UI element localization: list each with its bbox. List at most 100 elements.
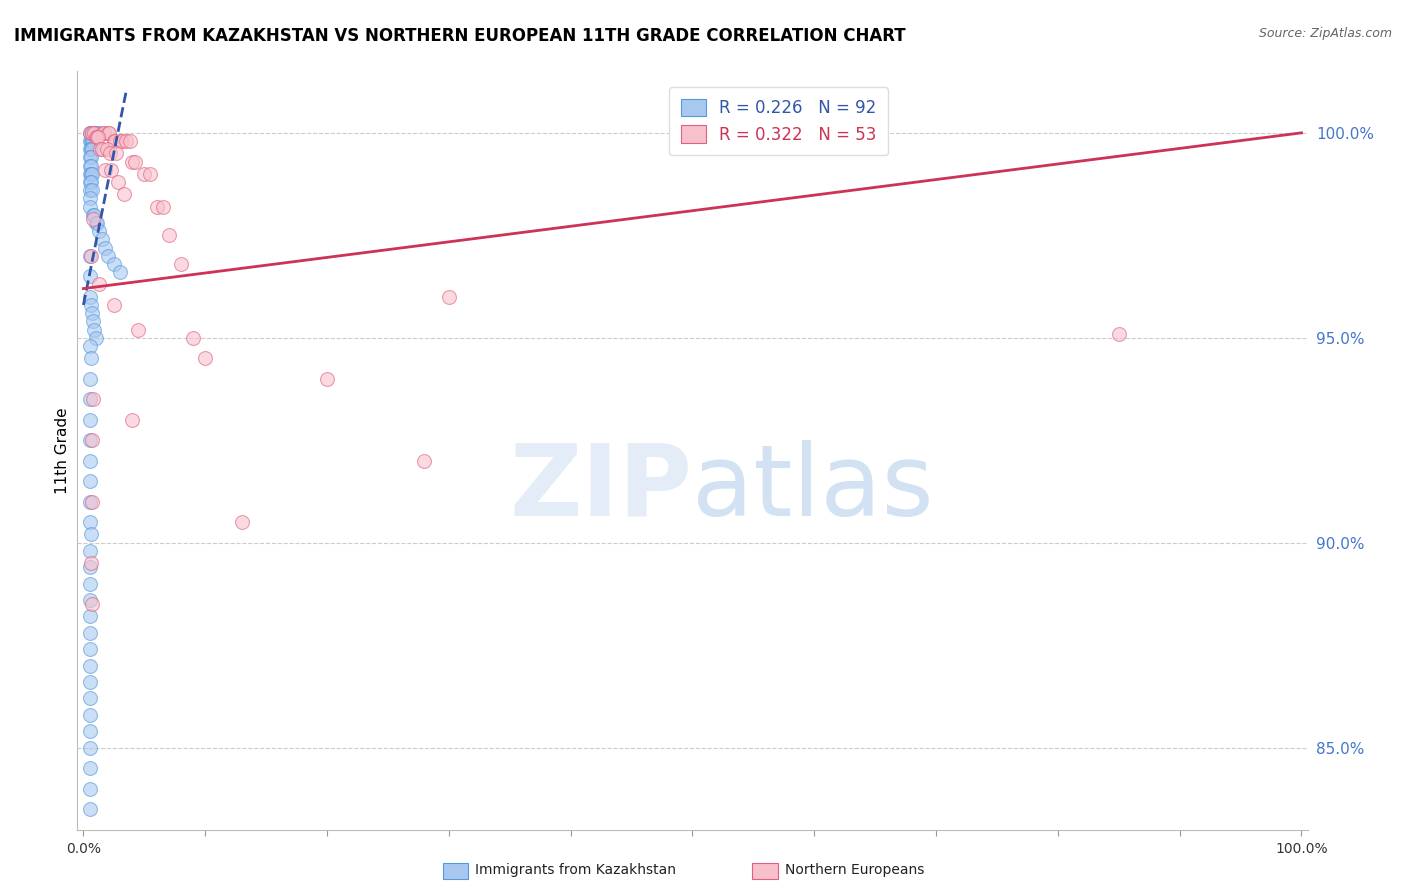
Point [107, 175, 129, 189]
Text: Immigrants from Kazakhstan: Immigrants from Kazakhstan [475, 863, 676, 877]
Point [79, 191, 101, 205]
Point [194, 351, 217, 366]
Point [79, 167, 101, 181]
Point [90, 142, 112, 156]
Point [100, 162, 122, 177]
Point [231, 515, 253, 529]
Point [108, 265, 131, 279]
Point [79, 658, 101, 673]
Point [1108, 326, 1130, 341]
Point [80, 126, 103, 140]
Point [80, 183, 103, 197]
Point [80, 434, 103, 448]
Point [79, 544, 101, 558]
Point [80, 150, 103, 164]
Point [145, 200, 167, 214]
Point [79, 434, 101, 448]
Point [83, 126, 105, 140]
Point [80, 159, 103, 173]
Point [89, 277, 111, 292]
Point [79, 560, 101, 574]
Point [79, 183, 101, 197]
Point [79, 392, 101, 407]
Point [79, 625, 101, 640]
Point [80, 351, 103, 366]
Point [98, 126, 121, 140]
Point [79, 126, 101, 140]
Text: ZIP: ZIP [509, 440, 693, 537]
Text: atlas: atlas [693, 440, 934, 537]
Text: Northern Europeans: Northern Europeans [785, 863, 924, 877]
Point [80, 249, 103, 263]
Point [181, 331, 204, 345]
Point [79, 474, 101, 488]
Point [91, 126, 114, 140]
Point [79, 494, 101, 508]
Point [103, 257, 125, 271]
Point [152, 200, 174, 214]
Point [80, 134, 103, 148]
Point [79, 249, 101, 263]
Point [84, 331, 107, 345]
Point [89, 142, 111, 156]
Point [111, 134, 134, 148]
Point [79, 142, 101, 156]
Point [105, 146, 128, 161]
Point [84, 126, 107, 140]
Point [79, 372, 101, 386]
Point [79, 609, 101, 624]
Point [80, 306, 103, 320]
Point [93, 126, 115, 140]
Point [79, 724, 101, 739]
Text: 0.0%: 0.0% [66, 842, 101, 855]
Point [437, 290, 460, 304]
Point [79, 740, 101, 755]
Point [79, 134, 101, 148]
Point [112, 187, 135, 202]
Point [84, 216, 107, 230]
Point [79, 413, 101, 427]
Point [94, 241, 117, 255]
Point [108, 134, 131, 148]
Point [79, 675, 101, 690]
Point [80, 142, 103, 156]
Point [83, 322, 105, 336]
Point [79, 159, 101, 173]
Point [79, 175, 101, 189]
Point [79, 200, 101, 214]
Point [82, 314, 104, 328]
Point [89, 224, 111, 238]
Point [80, 134, 103, 148]
Point [118, 134, 141, 148]
Text: Source: ZipAtlas.com: Source: ZipAtlas.com [1258, 27, 1392, 40]
Point [87, 126, 110, 140]
Point [82, 392, 104, 407]
Point [79, 269, 101, 284]
Point [80, 167, 103, 181]
Point [157, 228, 180, 243]
Point [82, 211, 104, 226]
Point [80, 556, 103, 570]
Point [134, 167, 156, 181]
Point [79, 802, 101, 816]
Point [80, 175, 103, 189]
Point [79, 707, 101, 722]
Point [127, 322, 149, 336]
Point [84, 130, 107, 145]
Point [97, 126, 120, 140]
Point [96, 142, 118, 156]
Legend: R = 0.226   N = 92, R = 0.322   N = 53: R = 0.226 N = 92, R = 0.322 N = 53 [669, 87, 889, 155]
Point [82, 126, 104, 140]
Point [80, 126, 103, 140]
Point [104, 134, 127, 148]
Text: 100.0%: 100.0% [1275, 842, 1327, 855]
Point [103, 298, 125, 312]
Point [316, 372, 339, 386]
Point [86, 130, 108, 145]
Point [80, 142, 103, 156]
Point [121, 154, 143, 169]
Point [83, 208, 105, 222]
Point [86, 126, 108, 140]
Point [82, 134, 104, 148]
Point [79, 761, 101, 775]
